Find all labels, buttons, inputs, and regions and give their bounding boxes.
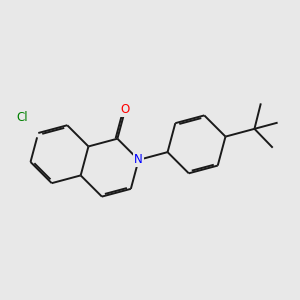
Text: N: N [134, 153, 143, 167]
Text: Cl: Cl [16, 111, 28, 124]
Text: O: O [121, 103, 130, 116]
